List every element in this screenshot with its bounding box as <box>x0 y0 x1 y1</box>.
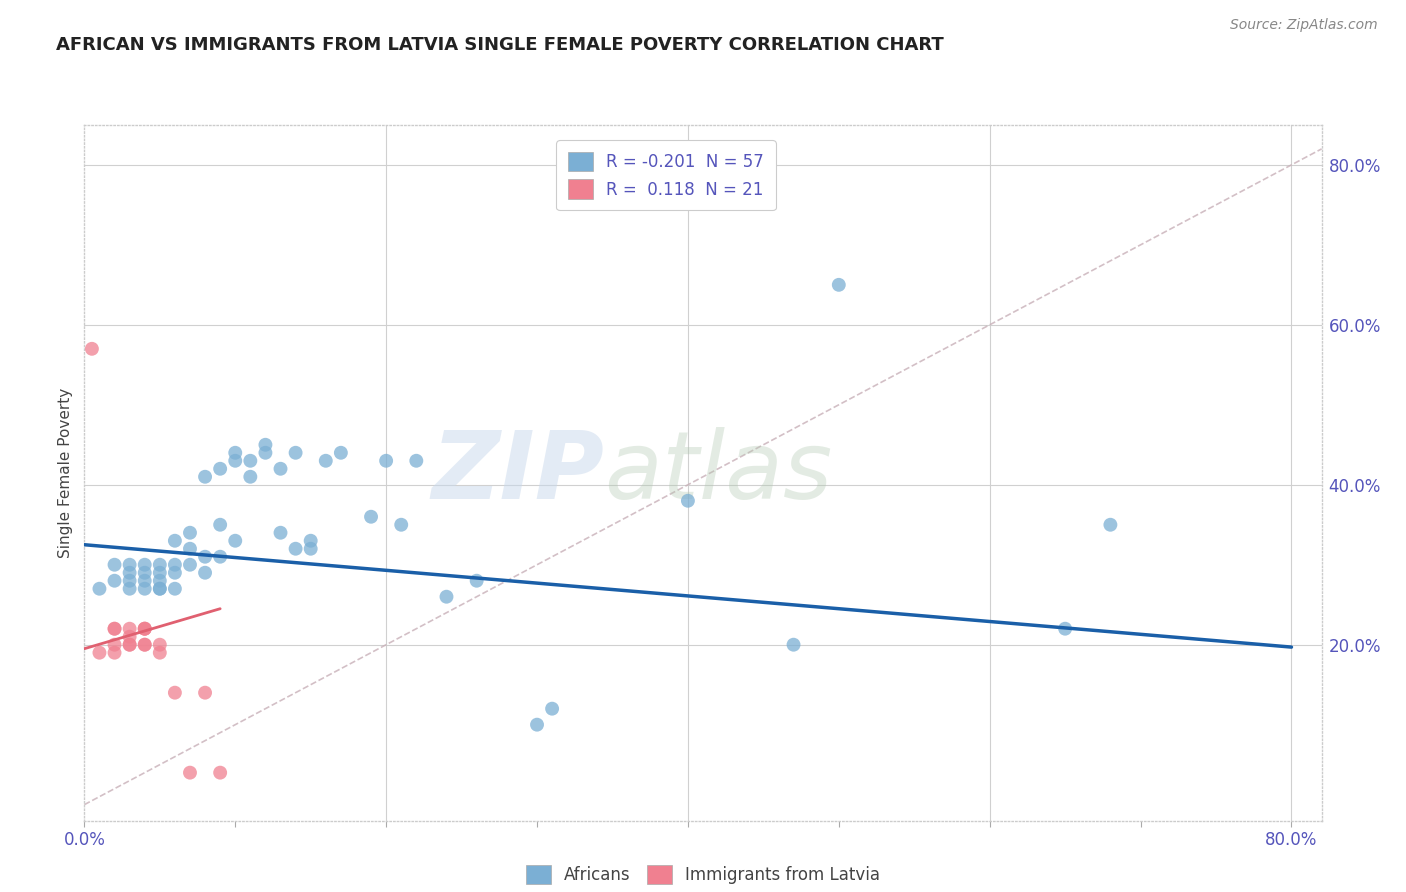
Point <box>270 525 292 540</box>
Point <box>134 622 156 636</box>
Point <box>329 446 352 460</box>
Text: atlas: atlas <box>605 427 832 518</box>
Point <box>284 541 307 556</box>
Point <box>103 646 125 660</box>
Point <box>149 574 172 588</box>
Point <box>118 638 141 652</box>
Point <box>118 638 141 652</box>
Point <box>103 574 125 588</box>
Point <box>1054 622 1077 636</box>
Point <box>194 566 217 580</box>
Point <box>209 517 232 532</box>
Point <box>149 582 172 596</box>
Point <box>526 717 548 731</box>
Point <box>134 638 156 652</box>
Point <box>80 342 103 356</box>
Point <box>118 630 141 644</box>
Point <box>389 517 412 532</box>
Point <box>103 638 125 652</box>
Point <box>828 277 851 292</box>
Point <box>405 454 427 468</box>
Point <box>1099 517 1122 532</box>
Point <box>315 454 337 468</box>
Point <box>163 582 186 596</box>
Point <box>134 574 156 588</box>
Point <box>163 566 186 580</box>
Point <box>89 646 111 660</box>
Point <box>163 686 186 700</box>
Point <box>134 622 156 636</box>
Point <box>149 582 172 596</box>
Point <box>375 454 398 468</box>
Point <box>149 558 172 572</box>
Point <box>209 765 232 780</box>
Point <box>194 686 217 700</box>
Point <box>782 638 804 652</box>
Point <box>118 566 141 580</box>
Point <box>103 558 125 572</box>
Point <box>134 558 156 572</box>
Point <box>103 622 125 636</box>
Point <box>179 765 201 780</box>
Point <box>224 446 246 460</box>
Point <box>541 701 564 715</box>
Point <box>224 533 246 548</box>
Point <box>179 525 201 540</box>
Point <box>118 558 141 572</box>
Text: ZIP: ZIP <box>432 426 605 519</box>
Point <box>360 509 382 524</box>
Point <box>118 622 141 636</box>
Point <box>118 582 141 596</box>
Point <box>134 582 156 596</box>
Point <box>676 493 699 508</box>
Point <box>239 469 262 483</box>
Point <box>239 454 262 468</box>
Point <box>270 462 292 476</box>
Point <box>254 438 277 452</box>
Point <box>134 566 156 580</box>
Point <box>436 590 458 604</box>
Point <box>209 549 232 564</box>
Point <box>118 574 141 588</box>
Point <box>89 582 111 596</box>
Legend: Africans, Immigrants from Latvia: Africans, Immigrants from Latvia <box>517 856 889 892</box>
Point <box>224 454 246 468</box>
Point <box>149 646 172 660</box>
Point <box>149 638 172 652</box>
Point <box>179 541 201 556</box>
Point <box>299 533 322 548</box>
Point <box>194 549 217 564</box>
Point <box>103 622 125 636</box>
Point <box>209 462 232 476</box>
Point <box>163 533 186 548</box>
Text: Source: ZipAtlas.com: Source: ZipAtlas.com <box>1230 18 1378 32</box>
Point <box>254 446 277 460</box>
Y-axis label: Single Female Poverty: Single Female Poverty <box>58 388 73 558</box>
Point <box>163 558 186 572</box>
Point <box>465 574 488 588</box>
Point <box>179 558 201 572</box>
Point <box>299 541 322 556</box>
Point <box>149 566 172 580</box>
Point <box>194 469 217 483</box>
Point <box>134 638 156 652</box>
Text: AFRICAN VS IMMIGRANTS FROM LATVIA SINGLE FEMALE POVERTY CORRELATION CHART: AFRICAN VS IMMIGRANTS FROM LATVIA SINGLE… <box>56 36 943 54</box>
Point <box>284 446 307 460</box>
Point <box>134 622 156 636</box>
